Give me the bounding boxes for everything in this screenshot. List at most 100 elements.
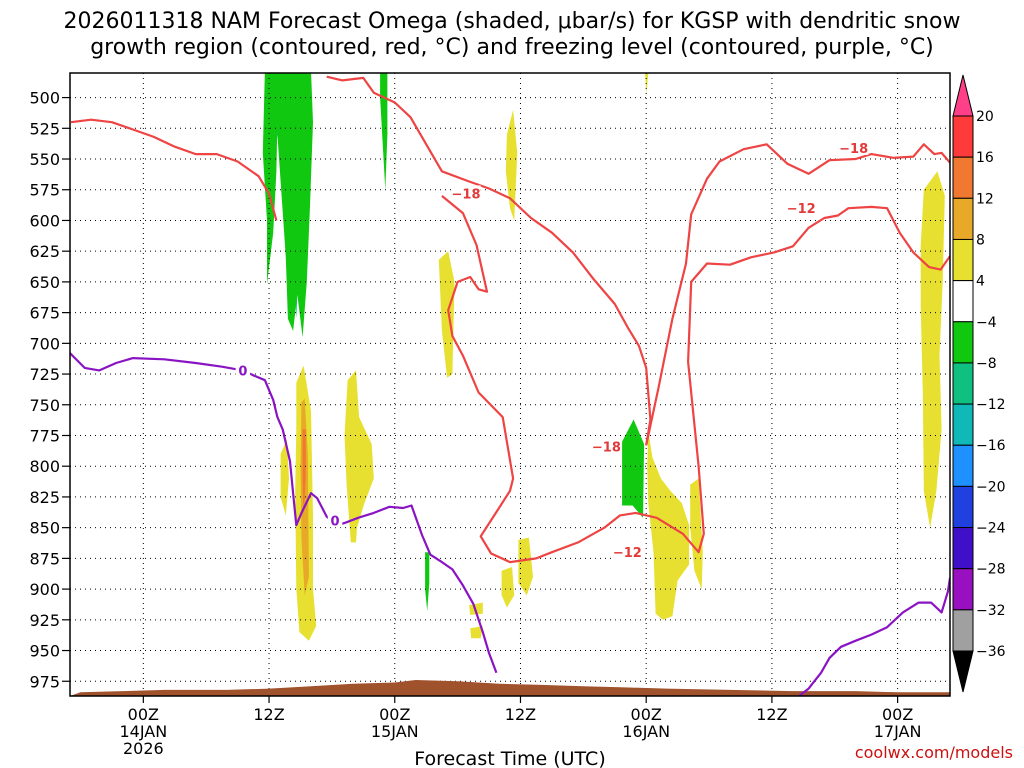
y-tick-label-850: 850 [29, 519, 60, 538]
grid-layer [70, 73, 950, 696]
colorbar-label-4: 4 [976, 274, 985, 290]
x-tick-label-12-1: 12Z [253, 705, 284, 724]
colorbar-label-0: 20 [976, 109, 994, 125]
omega-region-7 [438, 251, 455, 378]
y-tick-label-750: 750 [29, 396, 60, 415]
colorbar-segment-7 [952, 362, 974, 405]
y-tick-label-800: 800 [29, 457, 60, 476]
y-tick-label-675: 675 [29, 304, 60, 323]
y-tick-label-725: 725 [29, 365, 60, 384]
omega-region-4 [380, 73, 388, 190]
colorbar-arrow-top [952, 74, 974, 117]
chart-title-line-2: growth region (contoured, red, °C) and f… [90, 35, 934, 60]
colorbar-segment-3 [952, 197, 974, 240]
contour-label-bg-0 [235, 362, 251, 378]
y-tick-label-875: 875 [29, 549, 60, 568]
colorbar-label-8: −16 [976, 438, 1006, 454]
y-tick-label-700: 700 [29, 334, 60, 353]
colorbar-segment-11 [952, 527, 974, 570]
x-tick-label-36-1: 12Z [505, 705, 536, 724]
colorbar-segment-4 [952, 238, 974, 282]
x-tick-label-0-1: 00Z [128, 705, 159, 724]
contour-label-4: −18 [839, 142, 868, 157]
x-tick-label-60-1: 12Z [756, 705, 787, 724]
colorbar-label-7: −12 [976, 397, 1006, 413]
colorbar: 20 16 12 8 4 −4 −8 −12 −16 −20 −24 −28 −32 −36 [952, 74, 1006, 693]
contour-label-bg-1 [327, 512, 343, 528]
contour-label-bg-2 [451, 185, 481, 201]
x-tick-label-0-2: 14JAN [119, 722, 167, 741]
chart-title-line-1: 2026011318 NAM Forecast Omega (shaded, μ… [64, 9, 961, 34]
contour-label-bg-6 [612, 544, 643, 560]
omega-shading-layer [262, 73, 945, 641]
colorbar-label-3: 8 [976, 232, 985, 248]
x-tick-label-24-2: 15JAN [371, 722, 419, 741]
x-tick-label-72-1: 00Z [882, 705, 913, 724]
contour-dendritic-3 [441, 195, 950, 564]
omega-region-21 [920, 171, 945, 528]
contour-freezing-5 [798, 577, 950, 696]
colorbar-segment-9 [952, 444, 974, 487]
x-tick-label-48-2: 16JAN [622, 722, 670, 741]
colorbar-segment-1 [952, 115, 974, 158]
omega-region-5 [425, 552, 430, 612]
x-tick-label-48-1: 00Z [631, 705, 662, 724]
contour-label-1: 0 [331, 514, 340, 529]
y-tick-label-575: 575 [29, 181, 60, 200]
omega-region-2 [262, 73, 279, 285]
contour-label-5: −12 [787, 202, 816, 217]
omega-region-8 [505, 109, 518, 221]
contour-label-layer: 0 0 −18 −18 −18 −12 −12 [235, 139, 869, 561]
omega-region-15 [501, 567, 515, 608]
colorbar-label-11: −28 [976, 562, 1006, 578]
colorbar-arrow-bottom [952, 650, 974, 693]
colorbar-label-6: −8 [976, 356, 997, 372]
colorbar-label-2: 12 [976, 191, 994, 207]
contour-label-6: −12 [613, 546, 642, 561]
colorbar-label-13: −36 [976, 644, 1006, 660]
colorbar-segment-8 [952, 403, 974, 446]
y-tick-label-775: 775 [29, 426, 60, 445]
y-tick-label-925: 925 [29, 611, 60, 630]
colorbar-segment-2 [952, 156, 974, 199]
omega-region-14 [518, 537, 533, 596]
omega-region-9 [344, 370, 374, 543]
pressure-axis: 500 525 550 575 600 625 650 675 700 725 750 775 800 8… [29, 89, 70, 691]
omega-region-10 [280, 439, 289, 516]
colorbar-label-12: −32 [976, 603, 1006, 619]
contour-dendritic-1 [326, 75, 652, 446]
contour-label-0: 0 [238, 364, 247, 379]
x-axis-label: Forecast Time (UTC) [414, 748, 605, 768]
omega-region-13 [302, 429, 306, 516]
contour-label-bg-4 [838, 139, 869, 155]
x-tick-label-72-2: 17JAN [874, 722, 922, 741]
omega-region-19 [690, 478, 703, 590]
y-tick-label-550: 550 [29, 150, 60, 169]
plot-frame [69, 72, 951, 697]
y-tick-label-950: 950 [29, 642, 60, 661]
terrain-layer [70, 680, 950, 696]
y-tick-label-825: 825 [29, 488, 60, 507]
terrain-fill [70, 680, 950, 696]
y-tick-label-975: 975 [29, 672, 60, 691]
contour-freezing-4 [70, 352, 498, 674]
contour-label-2: −18 [452, 187, 481, 202]
omega-region-17 [470, 626, 483, 639]
y-tick-label-600: 600 [29, 211, 60, 230]
contour-layer [70, 75, 950, 696]
y-tick-label-525: 525 [29, 119, 60, 138]
colorbar-segment-13 [952, 609, 974, 652]
omega-region-20 [645, 73, 649, 94]
contour-label-bg-3 [591, 438, 622, 454]
colorbar-label-1: 16 [976, 150, 994, 166]
colorbar-label-5: −4 [976, 315, 997, 331]
colorbar-segment-10 [952, 485, 974, 529]
x-tick-label-0-3: 2026 [123, 739, 164, 758]
x-tick-label-24-1: 00Z [379, 705, 410, 724]
credit-text: coolwx.com/models [855, 743, 1013, 762]
contour-label-bg-5 [786, 200, 816, 216]
y-tick-label-500: 500 [29, 89, 60, 108]
omega-region-3 [274, 73, 313, 338]
